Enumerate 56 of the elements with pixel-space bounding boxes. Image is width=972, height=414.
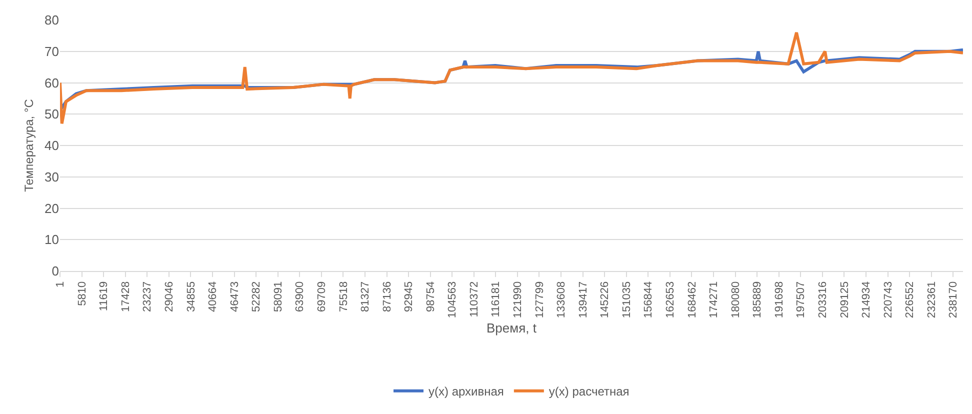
y-tick-label: 10 <box>44 232 59 248</box>
legend-label: y(x) расчетная <box>548 384 630 399</box>
x-tick-label: 5810 <box>76 281 88 306</box>
y-axis-title: Температура, °C <box>22 98 36 192</box>
x-tick-label: 232361 <box>926 281 938 318</box>
y-tick-label: 60 <box>44 75 59 90</box>
x-tick-label: 75518 <box>338 281 350 312</box>
x-tick-label: 226552 <box>904 281 916 318</box>
x-tick-label: 238170 <box>948 281 960 318</box>
x-tick-label: 127799 <box>534 281 546 318</box>
x-tick-label: 168462 <box>686 281 698 318</box>
x-tick-label: 133608 <box>556 281 568 318</box>
x-tick-label: 104563 <box>446 281 459 318</box>
x-tick-label: 34855 <box>185 281 198 312</box>
x-tick-label: 162653 <box>664 281 677 318</box>
y-tick-label: 80 <box>44 12 59 28</box>
x-tick-label: 197507 <box>795 281 808 318</box>
x-tick-label: 98754 <box>424 281 437 312</box>
x-tick-label: 156844 <box>642 281 655 318</box>
x-tick-label: 174271 <box>708 281 720 318</box>
legend-label: y(x) архивная <box>428 384 504 399</box>
x-tick-label: 29046 <box>163 281 176 312</box>
y-tick-label: 40 <box>44 138 59 154</box>
x-tick-label: 191698 <box>773 281 786 318</box>
x-tick-label: 58091 <box>272 281 284 312</box>
y-tick-label: 30 <box>44 169 59 184</box>
x-tick-label: 92945 <box>403 281 416 312</box>
x-tick-label: 11619 <box>98 281 110 312</box>
x-tick-label: 46473 <box>228 281 241 312</box>
x-tick-label: 1 <box>54 281 67 288</box>
x-tick-label: 17428 <box>120 281 132 312</box>
x-tick-label: 87136 <box>381 281 394 312</box>
line-series <box>60 31 963 126</box>
x-tick-label: 209125 <box>838 281 851 318</box>
y-tick-label: 50 <box>44 106 59 122</box>
y-tick-label: 20 <box>44 200 59 216</box>
x-tick-label: 121990 <box>512 281 524 318</box>
y-tick-label: 0 <box>52 264 59 279</box>
x-tick-label: 110372 <box>468 281 480 318</box>
x-tick-label: 185889 <box>752 281 764 318</box>
x-tick-label: 203316 <box>817 281 830 318</box>
x-tick-label: 40664 <box>207 281 220 312</box>
x-tick-label: 69709 <box>316 281 328 312</box>
x-tick-label: 145226 <box>599 281 612 318</box>
x-tick-label: 23237 <box>142 281 154 312</box>
x-tick-label: 220743 <box>882 281 894 318</box>
x-tick-label: 116181 <box>490 281 502 318</box>
x-tick-label: 63900 <box>294 281 306 312</box>
x-tick-label: 151035 <box>620 281 633 318</box>
x-tick-label: 52282 <box>250 281 263 312</box>
x-axis-title: Время, t <box>486 320 537 336</box>
y-tick-label: 70 <box>44 44 59 59</box>
x-tick-label: 139417 <box>577 281 590 318</box>
x-tick-label: 81327 <box>360 281 372 312</box>
x-tick-label: 214934 <box>860 281 873 318</box>
x-tick-label: 180080 <box>730 281 742 318</box>
